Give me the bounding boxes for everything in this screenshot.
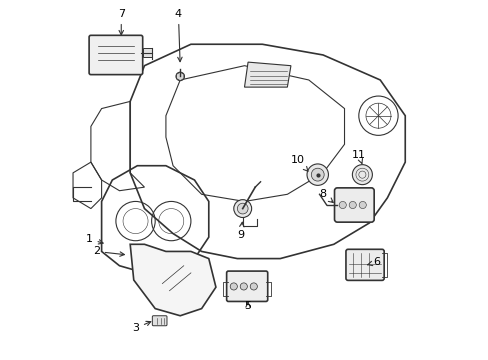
Circle shape (240, 283, 247, 290)
Text: 5: 5 (244, 301, 251, 311)
Text: 1: 1 (85, 234, 103, 244)
Circle shape (176, 72, 184, 81)
Text: 7: 7 (118, 9, 124, 35)
FancyBboxPatch shape (152, 316, 166, 326)
Circle shape (348, 202, 356, 208)
Circle shape (237, 203, 247, 214)
Circle shape (352, 165, 372, 185)
FancyBboxPatch shape (89, 35, 142, 75)
Text: 4: 4 (175, 9, 182, 62)
Circle shape (250, 283, 257, 290)
Text: 2: 2 (93, 247, 124, 256)
Bar (142, 48, 151, 57)
Circle shape (311, 168, 324, 181)
Polygon shape (130, 244, 216, 316)
Circle shape (233, 200, 251, 217)
Text: 8: 8 (319, 189, 332, 202)
Text: 9: 9 (237, 222, 244, 240)
FancyBboxPatch shape (334, 188, 373, 222)
Circle shape (306, 164, 328, 185)
Polygon shape (176, 72, 183, 81)
Polygon shape (244, 62, 290, 87)
Text: 3: 3 (132, 321, 150, 333)
Text: 11: 11 (351, 150, 365, 163)
FancyBboxPatch shape (226, 271, 267, 301)
Text: 6: 6 (367, 257, 379, 267)
FancyBboxPatch shape (345, 249, 384, 280)
Text: 10: 10 (290, 156, 307, 171)
Circle shape (230, 283, 237, 290)
Circle shape (339, 202, 346, 208)
Circle shape (358, 202, 366, 208)
